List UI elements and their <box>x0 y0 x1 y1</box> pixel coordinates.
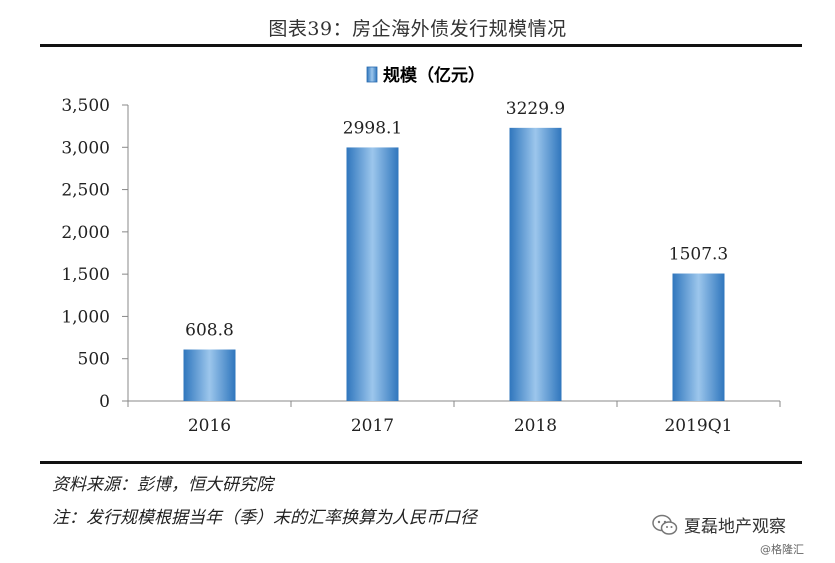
source-note: 资料来源：彭博，恒大研究院 <box>52 475 273 495</box>
watermark: 夏磊地产观察 <box>652 512 786 537</box>
x-tick-label-2019Q1: 2019Q1 <box>664 416 732 436</box>
y-tick-label: 3,500 <box>61 96 110 116</box>
legend-swatch <box>366 66 378 83</box>
x-tick-label-2018: 2018 <box>514 416 557 436</box>
y-tick-label: 1,000 <box>61 307 110 327</box>
bar-2018 <box>509 127 562 401</box>
y-tick-label: 3,000 <box>61 138 110 158</box>
watermark-text: 夏磊地产观察 <box>684 517 786 537</box>
bar-chart: 规模（亿元） 0 500 1,000 1,500 2,000 2,500 3,000 3,50… <box>61 65 781 436</box>
y-tick-label: 2,000 <box>61 223 110 243</box>
footnote: 注：发行规模根据当年（季）末的汇率换算为人民币口径 <box>52 508 477 528</box>
bar-2016 <box>183 349 236 401</box>
top-rule <box>40 44 802 47</box>
data-label-2019Q1: 1507.3 <box>669 245 728 265</box>
bars <box>183 127 725 401</box>
data-labels: 608.8 2998.1 3229.9 1507.3 <box>185 99 728 341</box>
bar-2017 <box>346 147 399 401</box>
bar-2019Q1 <box>672 273 725 401</box>
chart-title: 图表39：房企海外债发行规模情况 <box>268 18 567 40</box>
data-label-2018: 3229.9 <box>506 99 565 119</box>
data-label-2016: 608.8 <box>185 321 234 341</box>
legend-label: 规模（亿元） <box>383 65 485 86</box>
y-tick-label: 500 <box>78 350 110 370</box>
watermark-credit: @格隆汇 <box>760 543 804 556</box>
x-axis: 2016 2017 2018 2019Q1 <box>127 400 781 436</box>
bottom-rule <box>40 461 802 464</box>
data-label-2017: 2998.1 <box>343 118 402 138</box>
x-tick-label-2016: 2016 <box>188 416 231 436</box>
y-tick-label: 1,500 <box>61 265 110 285</box>
y-tick-label: 0 <box>99 392 110 412</box>
y-axis: 0 500 1,000 1,500 2,000 2,500 3,000 3,500 <box>61 96 129 412</box>
x-tick-label-2017: 2017 <box>351 416 394 436</box>
wechat-icon <box>652 514 678 535</box>
legend: 规模（亿元） <box>366 65 485 86</box>
y-tick-label: 2,500 <box>61 181 110 201</box>
